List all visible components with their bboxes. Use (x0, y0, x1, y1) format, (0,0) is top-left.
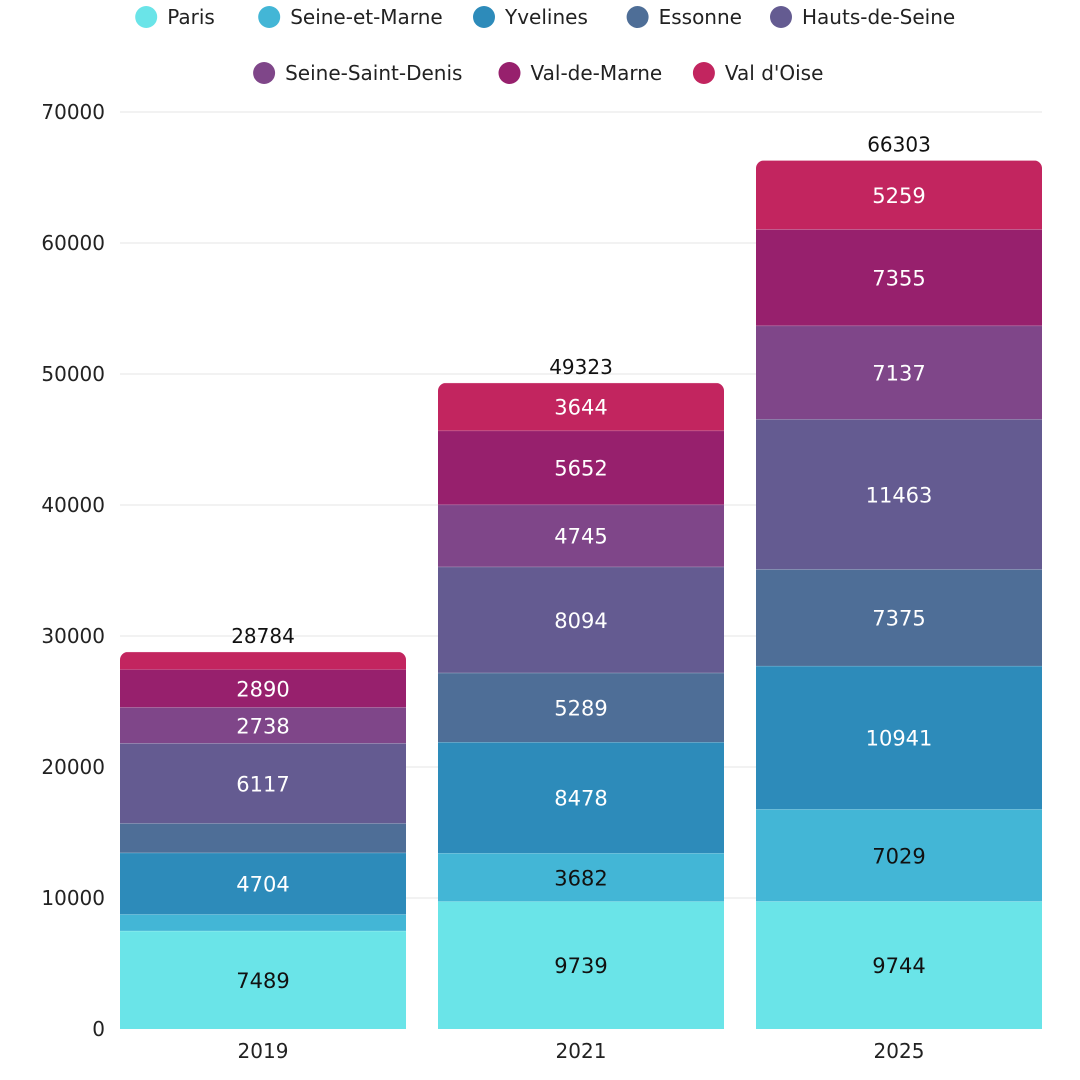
total-label: 66303 (867, 132, 931, 156)
bar-segment (756, 229, 1042, 326)
legend-swatch (692, 62, 715, 84)
data-label: 6117 (236, 772, 289, 796)
bar-segment (756, 569, 1042, 666)
legend-label: Val d'Oise (725, 61, 824, 85)
data-label: 8478 (554, 787, 607, 811)
y-tick-label: 0 (92, 1017, 105, 1041)
y-tick-label: 40000 (41, 493, 105, 517)
y-tick-label: 50000 (41, 362, 105, 386)
legend-item: Val-de-Marne (498, 61, 663, 85)
legend-label: Paris (167, 5, 215, 29)
legend-label: Hauts-de-Seine (802, 5, 955, 29)
bar-segment (120, 707, 406, 744)
bar-segment (438, 504, 724, 567)
axis-layer: 0 10000 20000 30000 40000 50000 60000 70000 2019… (41, 100, 924, 1063)
bar-segment (438, 382, 724, 431)
bar-segment (120, 852, 406, 915)
data-label: 3682 (554, 866, 607, 890)
bar-segment (120, 914, 406, 931)
bar-segment (120, 930, 406, 1029)
data-label: 4745 (554, 525, 607, 549)
y-tick-label: 60000 (41, 231, 105, 255)
legend-label: Seine-Saint-Denis (285, 61, 462, 85)
data-label: 3644 (554, 396, 607, 420)
bar-segment (438, 672, 724, 743)
bars-layer (120, 160, 1042, 1029)
data-label: 11463 (866, 483, 933, 507)
data-label: 7355 (872, 266, 925, 290)
bar-segment (756, 809, 1042, 902)
legend-swatch (626, 6, 649, 28)
bar-segment (438, 901, 724, 1029)
bar-segment (120, 823, 406, 853)
data-label: 5259 (872, 184, 925, 208)
total-label: 49323 (549, 355, 613, 379)
legend-item: Seine-Saint-Denis (253, 61, 462, 85)
x-tick-label: 2025 (874, 1039, 925, 1063)
total-label: 28784 (231, 624, 295, 648)
legend: Paris Seine-et-Marne Yvelines Essonne Hauts-… (135, 5, 955, 85)
y-tick-label: 10000 (41, 886, 105, 910)
legend-item: Yvelines (473, 5, 588, 29)
data-label: 9739 (554, 954, 607, 978)
bar-segment (756, 901, 1042, 1029)
data-label: 8094 (554, 609, 607, 633)
bar-segment (120, 651, 406, 670)
bar-segment (756, 325, 1042, 420)
y-tick-label: 70000 (41, 100, 105, 124)
bar-stack (120, 651, 406, 1029)
legend-label: Val-de-Marne (531, 61, 663, 85)
bar-segment (756, 665, 1042, 810)
legend-item: Paris (135, 5, 215, 29)
x-tick-label: 2021 (556, 1039, 607, 1063)
legend-item: Hauts-de-Seine (770, 5, 955, 29)
bar-segment (438, 566, 724, 673)
bar-stack (438, 382, 724, 1029)
bar-segment (756, 419, 1042, 570)
data-label: 5289 (554, 696, 607, 720)
bar-segment (120, 669, 406, 708)
legend-label: Seine-et-Marne (290, 5, 442, 29)
data-label: 10941 (866, 727, 933, 751)
bar-segment (120, 743, 406, 824)
bar-segment (438, 853, 724, 902)
legend-label: Essonne (659, 5, 742, 29)
data-label: 9744 (872, 954, 925, 978)
legend-swatch (498, 62, 521, 84)
legend-swatch (253, 62, 276, 84)
data-label: 7375 (872, 607, 925, 631)
legend-swatch (258, 6, 281, 28)
data-label: 7489 (236, 969, 289, 993)
data-label: 2890 (236, 677, 289, 701)
data-label: 2738 (236, 714, 289, 738)
labels-layer: 7489 4704 6117 2738 2890 28784 9739 3682 8478 528… (231, 132, 932, 993)
data-label: 7137 (872, 361, 925, 385)
data-label: 5652 (554, 457, 607, 481)
legend-swatch (473, 6, 495, 28)
bar-segment (756, 160, 1042, 230)
bar-stack (756, 160, 1042, 1029)
legend-item: Seine-et-Marne (258, 5, 443, 29)
legend-label: Yvelines (504, 5, 588, 29)
bar-segment (438, 430, 724, 505)
bar-segment (438, 742, 724, 854)
y-tick-label: 20000 (41, 755, 105, 779)
y-tick-label: 30000 (41, 624, 105, 648)
legend-swatch (135, 6, 158, 28)
data-label: 4704 (236, 873, 289, 897)
data-label: 7029 (872, 844, 925, 868)
x-tick-label: 2019 (238, 1039, 289, 1063)
legend-item: Essonne (626, 5, 742, 29)
legend-item: Val d'Oise (692, 61, 824, 85)
legend-swatch (770, 6, 792, 28)
